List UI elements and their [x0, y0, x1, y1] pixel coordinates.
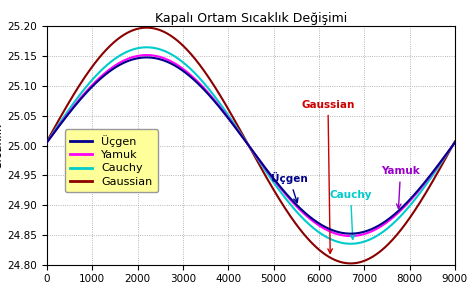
Text: Cauchy: Cauchy [329, 190, 372, 239]
Legend: Üçgen, Yamuk, Cauchy, Gaussian: Üçgen, Yamuk, Cauchy, Gaussian [65, 129, 158, 192]
Text: Gaussian: Gaussian [301, 100, 355, 253]
Text: Üçgen: Üçgen [271, 172, 308, 203]
Text: Yamuk: Yamuk [381, 166, 420, 208]
Y-axis label: Sıcaklık: Sıcaklık [0, 123, 5, 168]
Title: Kapalı Ortam Sıcaklık Değişimi: Kapalı Ortam Sıcaklık Değişimi [155, 12, 347, 25]
